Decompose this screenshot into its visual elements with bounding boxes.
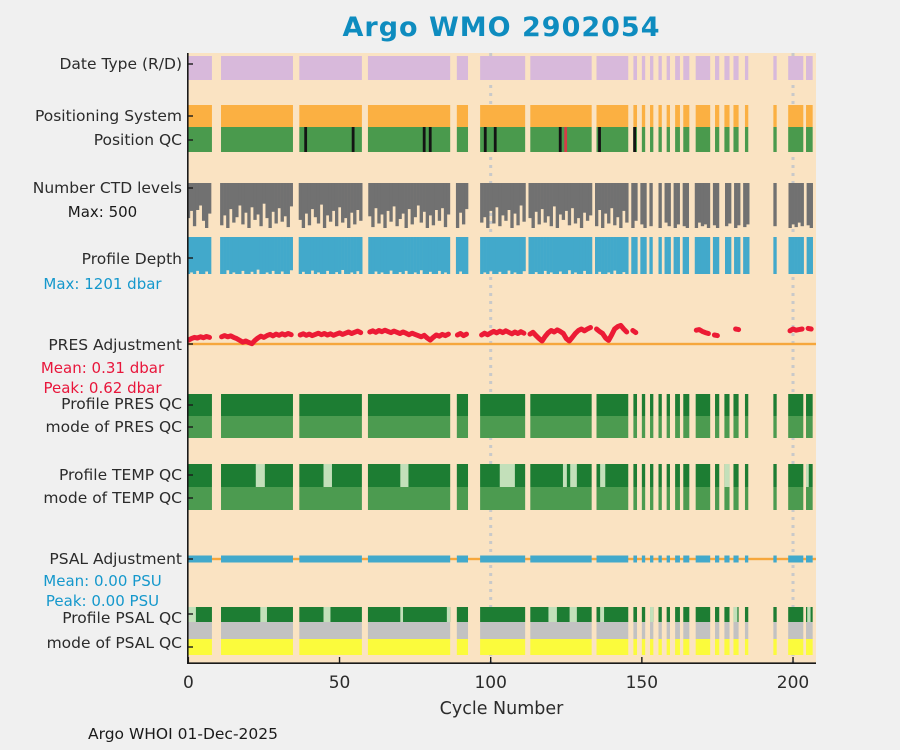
row-label-mode-temp-qc: mode of TEMP QC bbox=[43, 489, 182, 507]
row-label-pres-adjustment: PRES Adjustment bbox=[48, 336, 182, 354]
x-tick-label: 150 bbox=[625, 673, 659, 693]
psal-peak-label: Peak: 0.00 PSU bbox=[45, 592, 160, 610]
row-label-profile-temp-qc: Profile TEMP QC bbox=[58, 466, 182, 484]
x-tick-label: 200 bbox=[776, 673, 810, 693]
psal-mean-label: Mean: 0.00 PSU bbox=[43, 572, 162, 590]
ctd-max-label: Max: 500 bbox=[67, 203, 138, 221]
row-label-positioning-system: Positioning System bbox=[34, 107, 182, 125]
plot-area bbox=[185, 53, 816, 665]
chart-canvas bbox=[185, 53, 816, 665]
x-tick-label: 0 bbox=[182, 673, 194, 693]
row-label-profile-psal-qc: Profile PSAL QC bbox=[62, 609, 182, 627]
figure-footer: Argo WHOI 01-Dec-2025 bbox=[88, 725, 278, 743]
pres-peak-label: Peak: 0.62 dbar bbox=[43, 379, 162, 397]
row-label-profile-depth: Profile Depth bbox=[81, 250, 182, 268]
depth-max-label: Max: 1201 dbar bbox=[43, 275, 162, 293]
x-axis-label: Cycle Number bbox=[439, 699, 564, 719]
pres-mean-label: Mean: 0.31 dbar bbox=[40, 359, 165, 377]
row-label-date-type: Date Type (R/D) bbox=[59, 55, 182, 73]
x-tick-label: 100 bbox=[474, 673, 507, 693]
row-label-ctd-levels: Number CTD levels bbox=[32, 179, 182, 197]
row-label-mode-pres-qc: mode of PRES QC bbox=[45, 418, 182, 436]
row-label-profile-pres-qc: Profile PRES QC bbox=[61, 395, 182, 413]
x-tick-label: 50 bbox=[328, 673, 351, 693]
row-label-mode-psal-qc: mode of PSAL QC bbox=[46, 634, 182, 652]
row-label-psal-adjustment: PSAL Adjustment bbox=[49, 550, 182, 568]
row-label-position-qc: Position QC bbox=[93, 131, 182, 149]
page-title: Argo WMO 2902054 bbox=[342, 12, 661, 43]
